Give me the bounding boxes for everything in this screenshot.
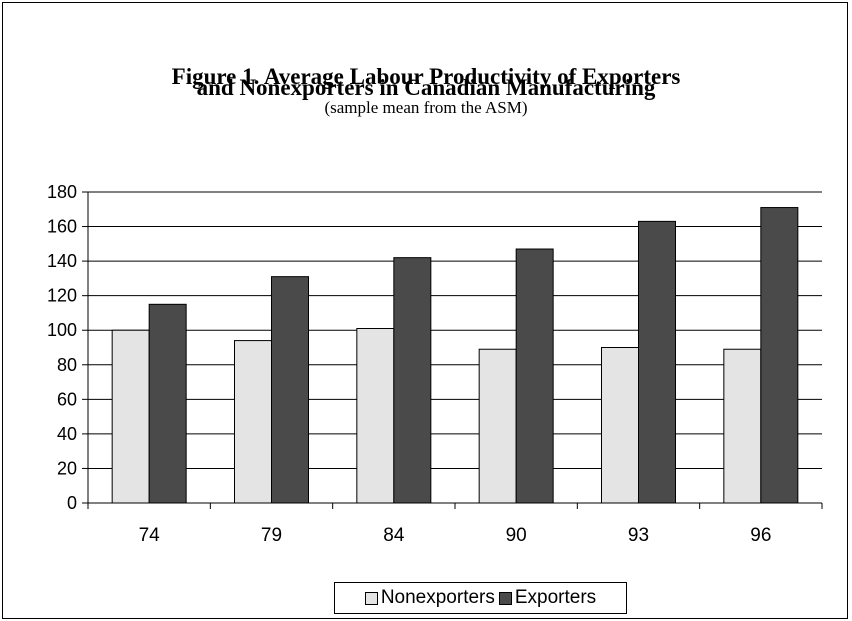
bars [111,207,799,504]
y-tick-label-60: 60 [57,389,77,409]
x-tick-label-90: 90 [506,525,527,546]
bar-exporters-96 [760,207,799,504]
bar-exporters-93 [638,220,676,504]
chart-title-line-1: Figure 1. Average Labour Productivity of… [171,64,681,89]
chart-legend: Nonexporters Exporters [334,582,627,614]
tick-labels: 0 20 40 60 80 100 120 140 160 180 74 79 84 90 93 96 [47,182,771,546]
x-tick-label-79: 79 [261,525,282,546]
bar-exporters-84 [393,257,432,504]
y-tick-label-40: 40 [57,424,77,444]
y-tick-label-100: 100 [47,320,77,340]
legend-label-exporters: Exporters [514,587,597,608]
legend-label-nonexporters: Nonexporters [380,587,495,608]
y-tick-label-80: 80 [57,355,77,375]
bar-exporters-79 [271,276,309,504]
y-tick-label-20: 20 [57,458,77,478]
bar-nonexporters-84 [356,327,395,504]
chart-subtitle: (sample mean from the ASM) [324,98,528,117]
bar-nonexporters-96 [723,348,762,504]
x-tick-label-84: 84 [383,525,405,546]
gridlines [88,191,822,469]
bar-exporters-90 [515,248,554,504]
bar-nonexporters-79 [234,340,272,504]
y-tick-label-120: 120 [47,286,77,306]
legend-entry-nonexporters: Nonexporters [364,587,495,609]
legend-swatch-nonexporters [364,591,378,605]
bar-exporters-74 [148,303,187,504]
x-tick-label-93: 93 [628,525,649,546]
legend-swatch-exporters [498,591,512,605]
y-tick-label-0: 0 [67,493,77,513]
x-tick-label-96: 96 [750,525,771,546]
axes [82,191,823,509]
chart-title-line-2: and Nonexporters in Canadian Manufacturi… [196,75,656,100]
y-tick-label-180: 180 [47,182,77,202]
bar-nonexporters-90 [478,348,517,504]
bar-nonexporters-74 [111,329,150,504]
bar-nonexporters-93 [601,347,639,504]
y-tick-label-160: 160 [47,217,77,237]
y-tick-label-140: 140 [47,251,77,271]
legend-entry-exporters: Exporters [498,587,597,609]
x-tick-label-74: 74 [139,525,161,546]
